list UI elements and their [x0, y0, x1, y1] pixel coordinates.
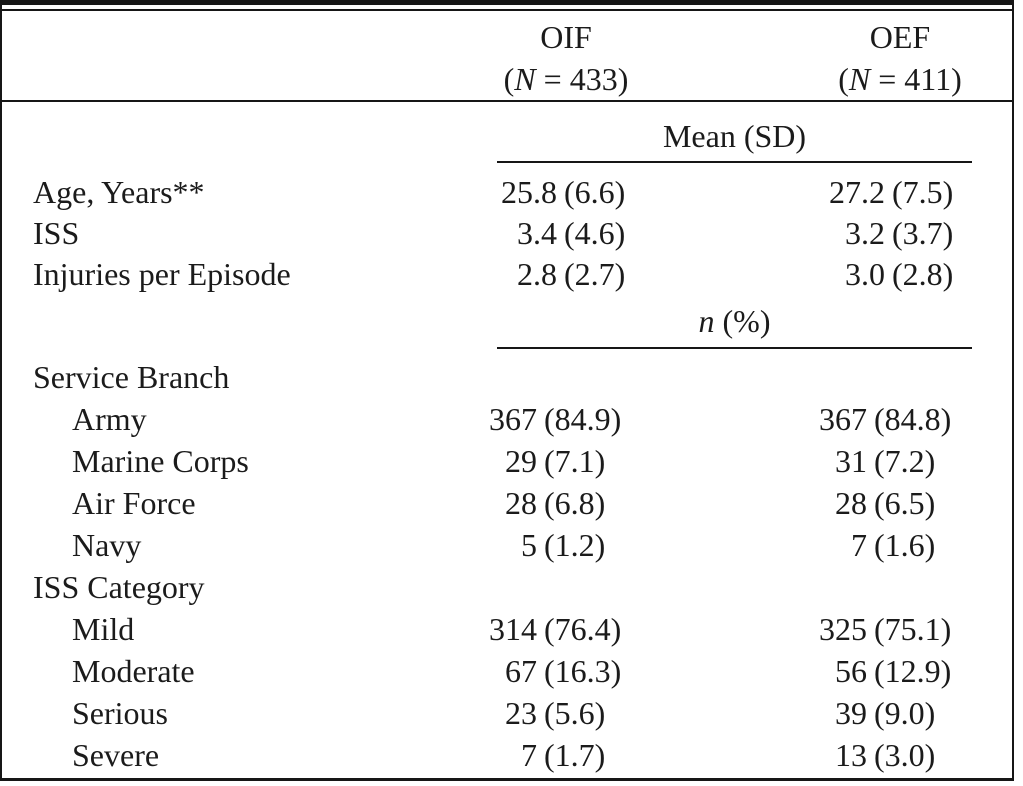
- oif-value: 2.8 (2.7): [517, 256, 626, 292]
- row-label: Severe: [72, 737, 160, 773]
- oef-label: OEF: [869, 19, 931, 55]
- n-pct-underline: [497, 347, 972, 349]
- oif-value: 7 (1.7): [521, 737, 606, 773]
- row-label: Age, Years**: [33, 174, 205, 210]
- group-label: Service Branch: [33, 359, 230, 395]
- oef-value: 325 (75.1): [819, 611, 952, 647]
- oif-value: 367 (84.9): [489, 401, 622, 437]
- oif-value: 25.8 (6.6): [501, 174, 626, 210]
- column-header-oef: OEF (N = 411): [775, 16, 1023, 100]
- row-army: Army 367 (84.9) 367 (84.8): [0, 398, 1014, 440]
- row-label: Air Force: [72, 485, 196, 521]
- row-label: Navy: [72, 527, 142, 563]
- row-label: Moderate: [72, 653, 195, 689]
- top-rule-thin: [0, 9, 1014, 11]
- oef-value: 3.0 (2.8): [845, 256, 954, 292]
- row-moderate: Moderate 67 (16.3) 56 (12.9): [0, 650, 1014, 692]
- oef-value: 56 (12.9): [835, 653, 952, 689]
- oif-value: 314 (76.4): [489, 611, 622, 647]
- row-label: Serious: [72, 695, 168, 731]
- row-marine-corps: Marine Corps 29 (7.1) 31 (7.2): [0, 440, 1014, 482]
- oif-value: 29 (7.1): [505, 443, 606, 479]
- top-rule-thick: [0, 0, 1014, 5]
- row-navy: Navy 5 (1.2) 7 (1.6): [0, 524, 1014, 566]
- row-label: Injuries per Episode: [33, 256, 291, 292]
- oef-value: 7 (1.6): [851, 527, 936, 563]
- oef-value: 27.2 (7.5): [829, 174, 954, 210]
- oef-value: 28 (6.5): [835, 485, 936, 521]
- left-border-rule: [0, 0, 2, 781]
- oif-value: 3.4 (4.6): [517, 215, 626, 251]
- oif-n-count: (N = 433): [503, 61, 629, 97]
- row-injuries-per-episode: Injuries per Episode 2.8 (2.7) 3.0 (2.8): [0, 254, 1014, 295]
- row-severe: Severe 7 (1.7) 13 (3.0): [0, 734, 1014, 776]
- section-n-pct: Service Branch Army 367 (84.9) 367 (84.8) …: [0, 356, 1014, 776]
- oef-value: 367 (84.8): [819, 401, 952, 437]
- mean-sd-underline: [497, 161, 972, 163]
- oef-value: 39 (9.0): [835, 695, 936, 731]
- row-mild: Mild 314 (76.4) 325 (75.1): [0, 608, 1014, 650]
- oef-value: 13 (3.0): [835, 737, 936, 773]
- row-label: Marine Corps: [72, 443, 249, 479]
- oif-value: 28 (6.8): [505, 485, 606, 521]
- row-air-force: Air Force 28 (6.8) 28 (6.5): [0, 482, 1014, 524]
- header-separator-rule: [0, 100, 1014, 102]
- spanner-n-pct: n (%): [698, 303, 771, 339]
- column-header-oif: OIF (N = 433): [441, 16, 691, 100]
- oef-value: 31 (7.2): [835, 443, 936, 479]
- row-age-years: Age, Years** 25.8 (6.6) 27.2 (7.5): [0, 172, 1014, 213]
- row-service-branch-group: Service Branch: [0, 356, 1014, 398]
- group-label: ISS Category: [33, 569, 205, 605]
- spanner-mean-sd: Mean (SD): [662, 118, 807, 154]
- oif-value: 5 (1.2): [521, 527, 606, 563]
- row-label: Mild: [72, 611, 135, 647]
- row-label: ISS: [33, 215, 80, 251]
- row-iss-category-group: ISS Category: [0, 566, 1014, 608]
- right-border-rule: [1012, 0, 1014, 781]
- row-label: Army: [72, 401, 147, 437]
- oif-label: OIF: [540, 19, 592, 55]
- bottom-rule: [0, 778, 1014, 781]
- oef-n-count: (N = 411): [838, 61, 962, 97]
- oif-value: 67 (16.3): [505, 653, 622, 689]
- row-serious: Serious 23 (5.6) 39 (9.0): [0, 692, 1014, 734]
- oef-value: 3.2 (3.7): [845, 215, 954, 251]
- oif-value: 23 (5.6): [505, 695, 606, 731]
- row-iss: ISS 3.4 (4.6) 3.2 (3.7): [0, 213, 1014, 254]
- section-mean-sd: Age, Years** 25.8 (6.6) 27.2 (7.5) ISS 3.4…: [0, 172, 1014, 295]
